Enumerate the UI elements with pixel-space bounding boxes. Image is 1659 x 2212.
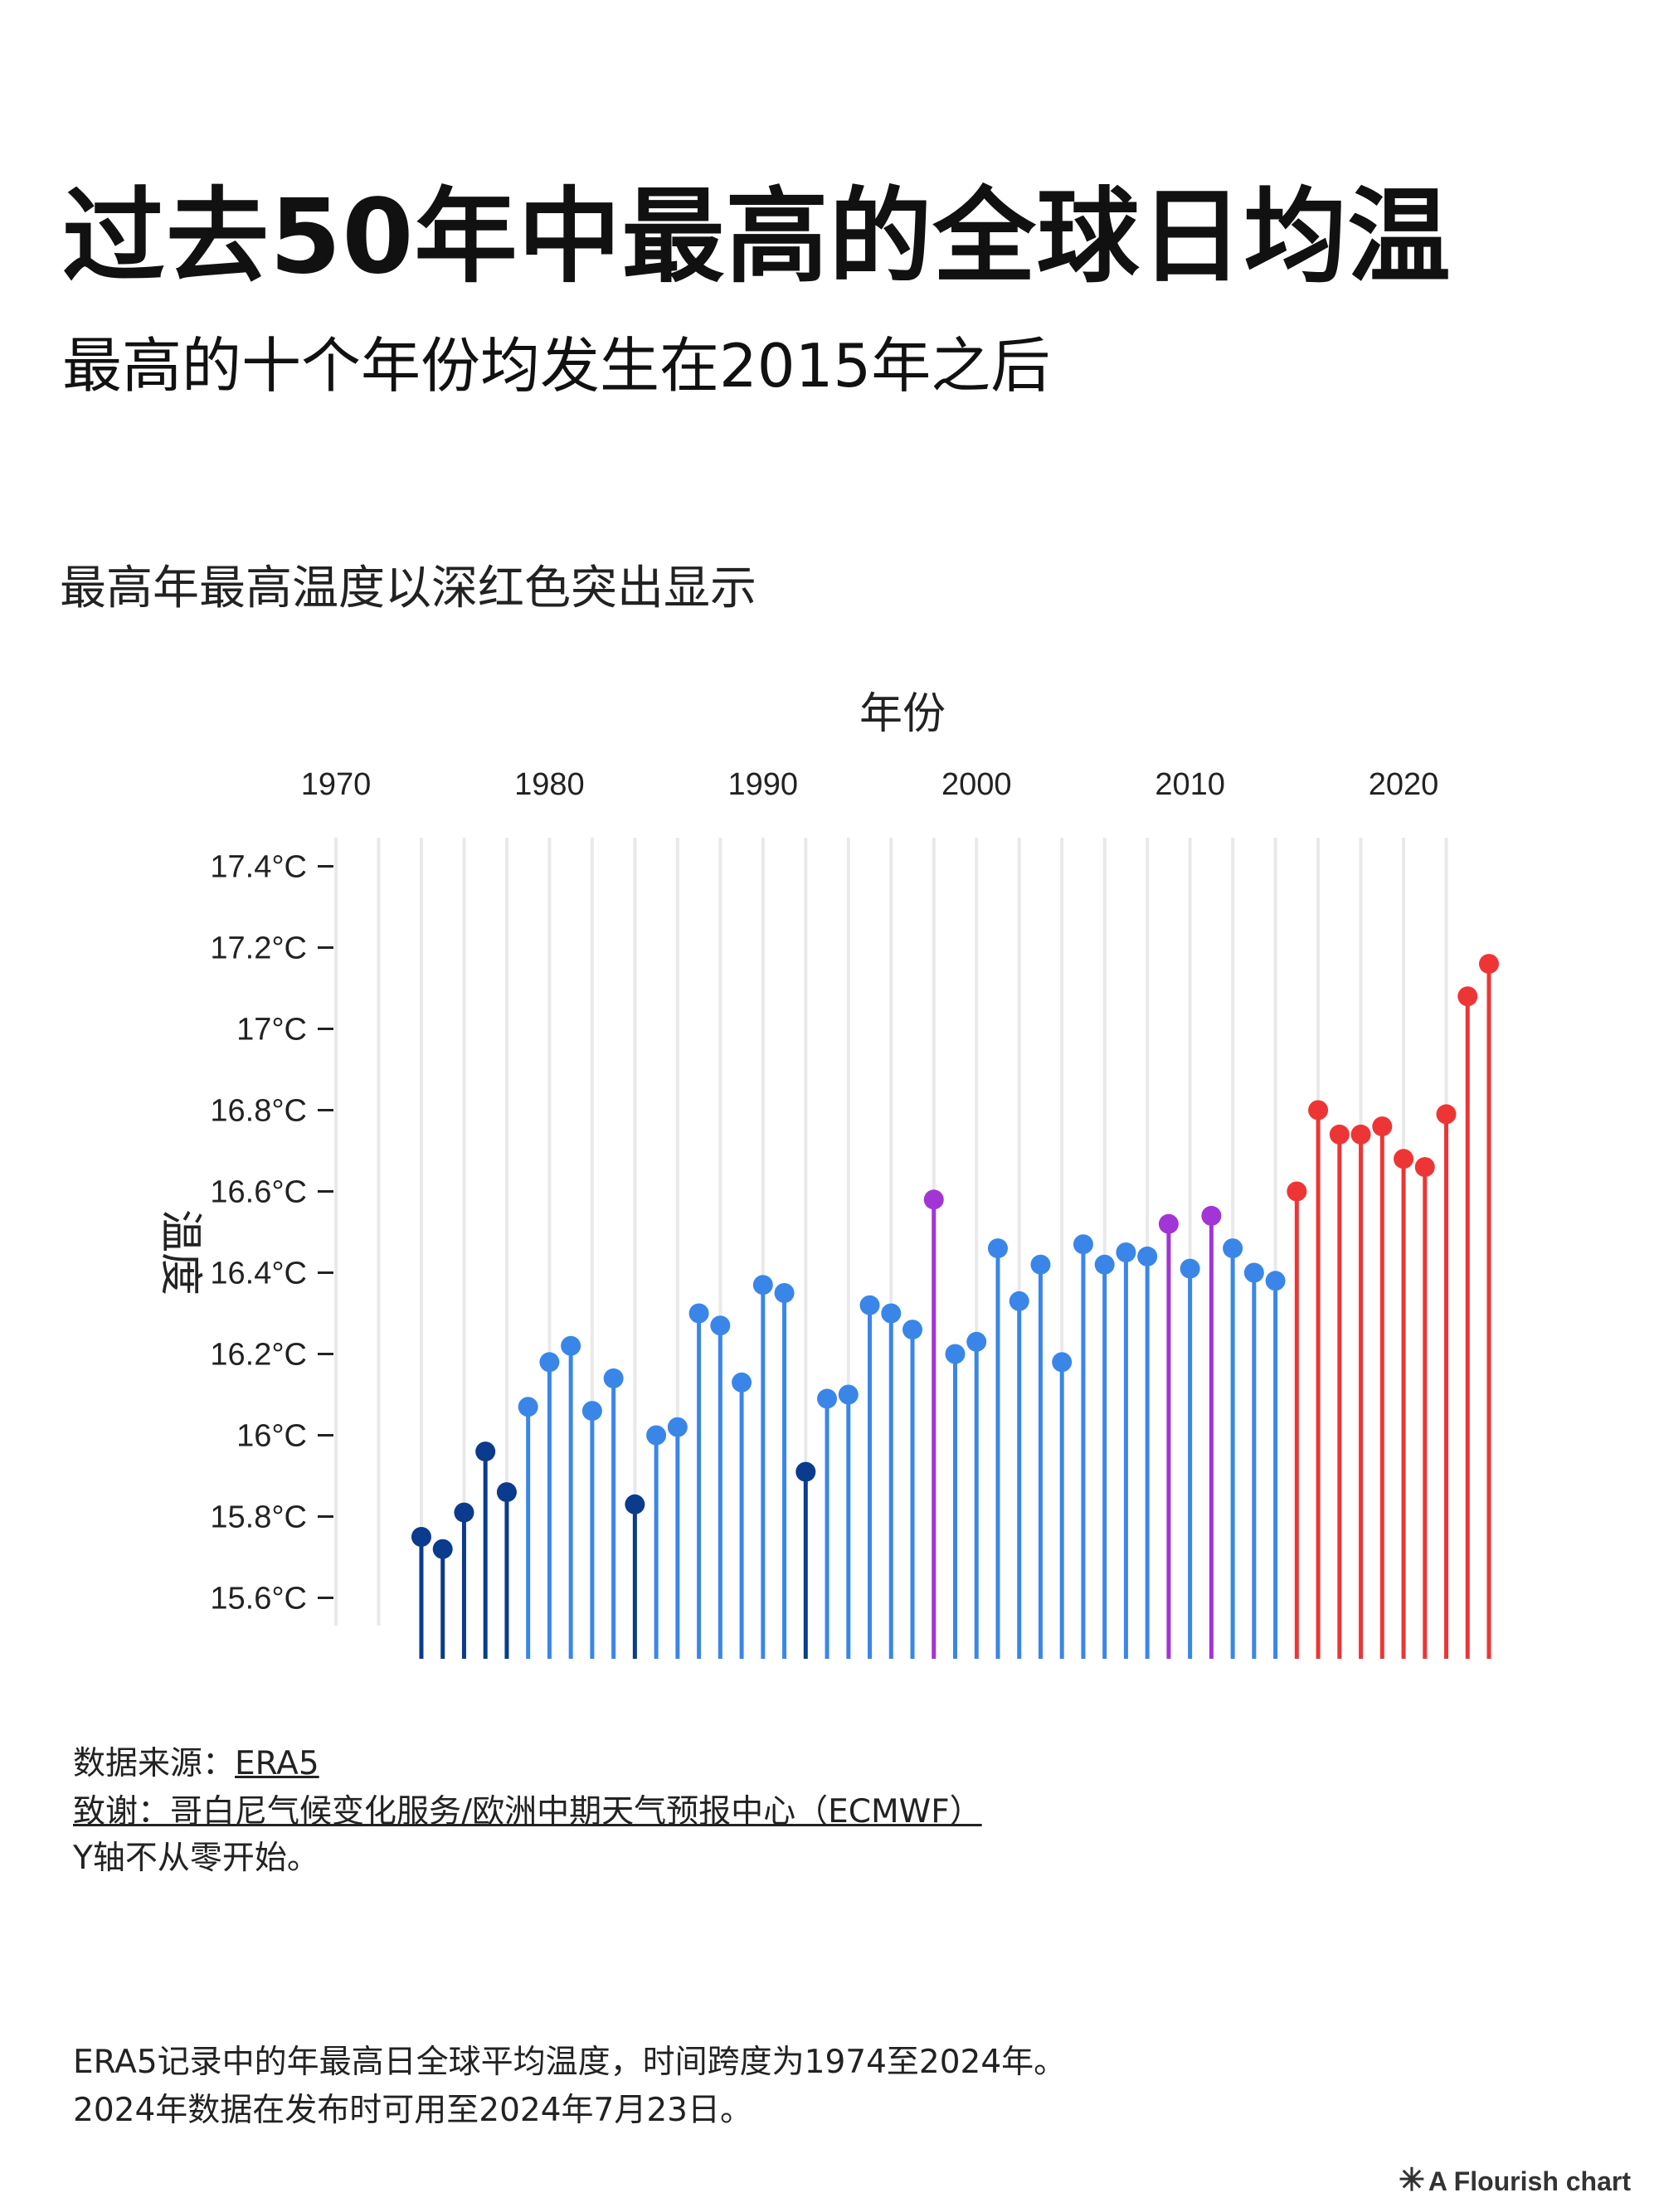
description-line-1: ERA5记录中的年最高日全球平均温度，时间跨度为1974至2024年。 (73, 2044, 1067, 2081)
flourish-credit[interactable]: ✳ A Flourish chart (1399, 2161, 1631, 2199)
lollipop-chart: 年份 1970 1980 1990 2000 2010 2020 15.6°C 15.8°C 16… (155, 689, 1499, 1659)
lollipop-point (1372, 1116, 1393, 1137)
lollipop-point (539, 1352, 560, 1373)
lollipop-point (1201, 1205, 1222, 1226)
x-axis-title: 年份 (859, 689, 946, 739)
lollipop-point (1116, 1242, 1136, 1262)
source-link[interactable]: ERA5 (235, 1745, 319, 1782)
lollipop-point (561, 1335, 581, 1356)
lollipop-point (795, 1461, 816, 1482)
y-axis-title: 温度 (155, 1209, 205, 1296)
lollipop-point (625, 1494, 645, 1514)
lollipop-point (496, 1482, 517, 1503)
y-tick-label: 16.8°C (210, 1094, 307, 1129)
lollipop-point (881, 1303, 902, 1324)
y-tick-label: 15.6°C (210, 1582, 307, 1616)
lollipop-point (688, 1303, 709, 1324)
x-tick-label: 2020 (1369, 767, 1439, 802)
lollipop-point (1073, 1234, 1093, 1255)
source-line: 数据来源：ERA5 (73, 1743, 319, 1786)
lollipop-point (667, 1417, 688, 1437)
lollipop-point (1265, 1271, 1286, 1291)
lollipop-point (1308, 1100, 1329, 1121)
lollipop-point (1009, 1291, 1029, 1311)
lollipop-point (432, 1539, 453, 1559)
source-label: 数据来源： (73, 1745, 236, 1782)
lollipop-point (817, 1388, 838, 1409)
lollipop-point (1030, 1254, 1051, 1275)
chart-note: 最高年最高温度以深红色突出显示 (60, 562, 757, 615)
lollipop-point (1436, 1104, 1457, 1125)
lollipop-point (1457, 986, 1478, 1007)
y-tick-label: 17.4°C (210, 850, 307, 885)
lollipop-point (774, 1283, 795, 1303)
lollipop-point (923, 1189, 944, 1210)
lollipop-point (1223, 1238, 1243, 1259)
y-tick-label: 16°C (236, 1419, 307, 1454)
flourish-label: A Flourish chart (1428, 2166, 1631, 2196)
chart-subtitle: 最高的十个年份均发生在2015年之后 (62, 331, 1051, 401)
lollipop-point (1158, 1213, 1179, 1234)
axis-note: Y轴不从零开始。 (73, 1840, 319, 1877)
lollipop-point (1414, 1157, 1435, 1178)
description-line-2: 2024年数据在发布时可用至2024年7月23日。 (73, 2092, 752, 2129)
y-tick-label: 16.6°C (210, 1175, 307, 1210)
credit-link[interactable]: 致谢：哥白尼气候变化服务/欧洲中期天气预报中心（ECMWF） (73, 1793, 982, 1830)
y-tick-label: 15.8°C (210, 1500, 307, 1535)
credit-text: 哥白尼气候变化服务/欧洲中期天气预报中心（ECMWF） (170, 1793, 982, 1830)
y-tick-label: 16.2°C (210, 1338, 307, 1373)
y-tick-label: 17°C (236, 1013, 307, 1048)
chart-title: 过去50年中最高的全球日均温 (62, 177, 1452, 297)
lollipop-point (1479, 954, 1499, 975)
lollipop-point (902, 1320, 922, 1340)
lollipop-point (966, 1331, 987, 1352)
lollipop-point (454, 1502, 474, 1523)
lollipop-point (752, 1275, 773, 1296)
lollipop-point (1094, 1254, 1115, 1275)
x-tick-label: 1970 (301, 767, 372, 802)
x-tick-label: 1980 (514, 767, 585, 802)
lollipop-point (1137, 1246, 1158, 1266)
y-tick-label: 16.4°C (210, 1257, 307, 1291)
y-tick-label: 17.2°C (210, 931, 307, 966)
credit-line: 致谢：哥白尼气候变化服务/欧洲中期天气预报中心（ECMWF） (73, 1791, 982, 1834)
x-tick-label: 2010 (1155, 767, 1225, 802)
lollipop-point (581, 1401, 602, 1422)
lollipop-point (1350, 1124, 1371, 1145)
credit-label: 致谢： (73, 1793, 171, 1830)
lollipop-point (603, 1368, 624, 1388)
lollipop-point (1287, 1181, 1307, 1202)
lollipop-point (1180, 1258, 1200, 1279)
lollipop-point (646, 1425, 667, 1446)
lollipop-point (411, 1527, 431, 1547)
lollipop-point (710, 1315, 731, 1336)
x-tick-label: 1990 (728, 767, 799, 802)
lollipop-point (518, 1397, 538, 1417)
lollipop-point (987, 1238, 1008, 1259)
lollipop-point (475, 1441, 496, 1462)
lollipop-point (1394, 1149, 1414, 1169)
x-tick-label: 2000 (941, 767, 1012, 802)
lollipop-point (1243, 1262, 1264, 1283)
lollipop-point (1329, 1124, 1350, 1145)
lollipop-point (838, 1384, 859, 1405)
lollipop-point (859, 1295, 880, 1315)
lollipop-point (1052, 1352, 1073, 1373)
lollipop-point (945, 1344, 966, 1364)
lollipop-point (732, 1372, 752, 1393)
asterisk-icon: ✳ (1398, 2163, 1425, 2198)
